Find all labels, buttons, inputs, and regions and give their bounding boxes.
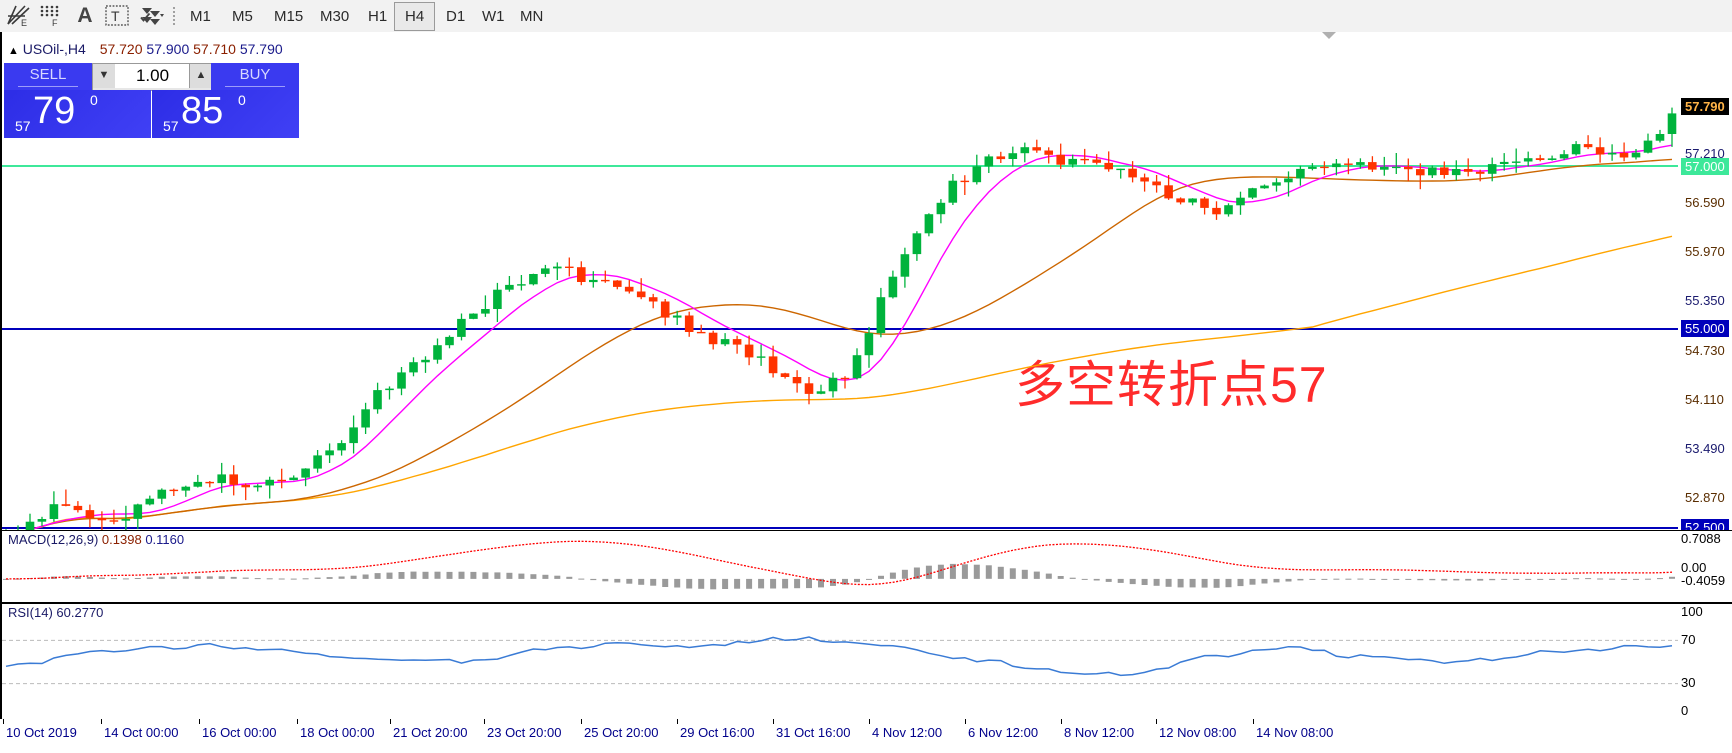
- svg-text:E: E: [21, 18, 27, 28]
- svg-text:F: F: [52, 18, 58, 27]
- svg-text:T: T: [111, 8, 120, 24]
